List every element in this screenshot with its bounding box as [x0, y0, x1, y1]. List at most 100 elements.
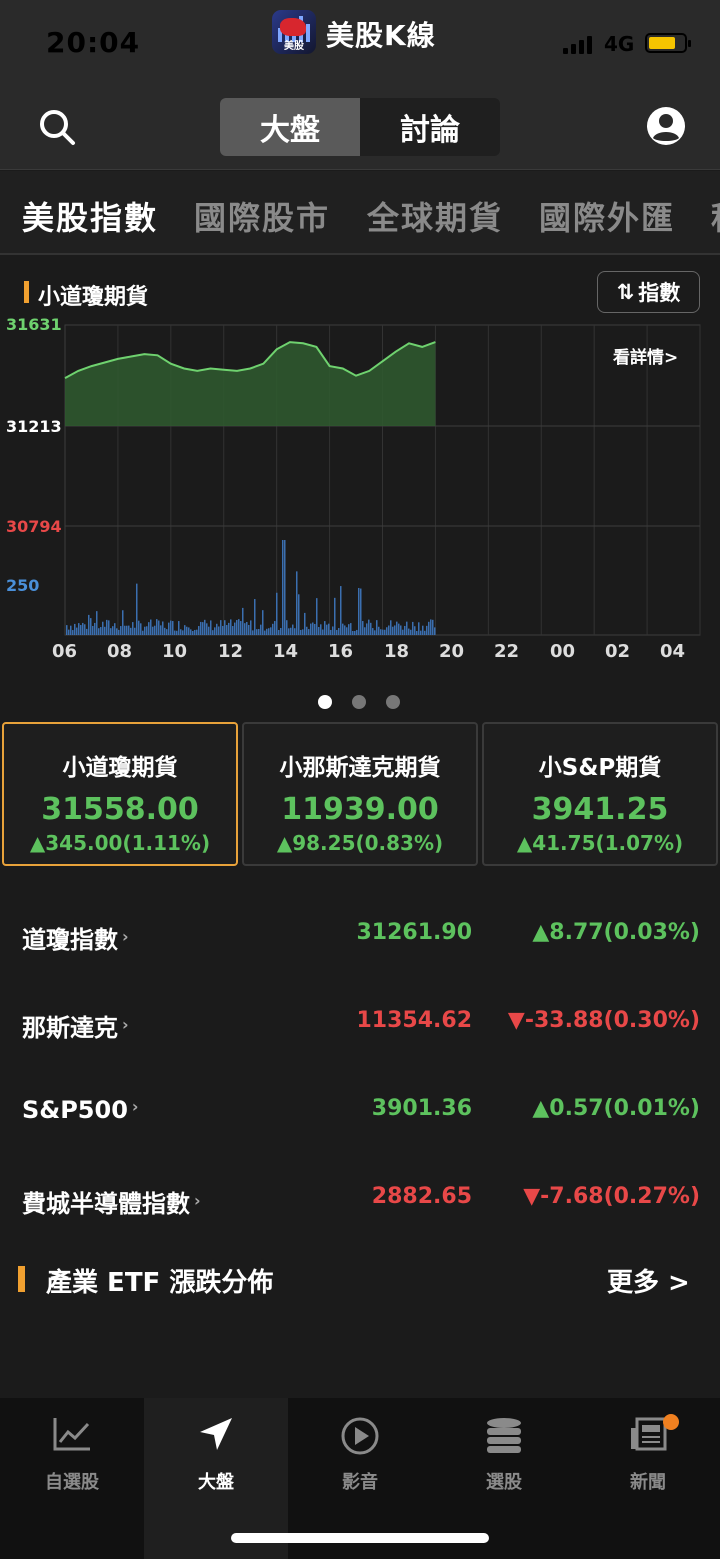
volume-bar [288, 628, 290, 635]
list-item[interactable]: 那斯達克 › 11354.62 ▼-33.88(0.30%) [0, 976, 720, 1064]
card-price: 31558.00 [41, 792, 199, 827]
switch-index-button[interactable]: ⇅ 指數 [597, 271, 700, 313]
page-dot[interactable] [318, 695, 332, 709]
volume-bar [160, 625, 162, 635]
volume-bar [188, 627, 190, 635]
volume-bar [300, 629, 302, 635]
futures-card-dow[interactable]: 小道瓊期貨 31558.00 ▲345.00(1.11%) [2, 722, 238, 866]
volume-bar [268, 628, 270, 635]
volume-bar [400, 625, 402, 635]
card-change: ▲41.75(1.07%) [516, 831, 684, 855]
swap-icon: ⇅ [616, 280, 635, 304]
price-area [65, 342, 436, 426]
volume-bar [68, 629, 70, 635]
volume-bar [146, 626, 148, 635]
futures-card-sp[interactable]: 小S&P期貨 3941.25 ▲41.75(1.07%) [482, 722, 718, 866]
volume-bar [278, 629, 280, 635]
volume-bar [90, 618, 92, 635]
chevron-right-icon: › [122, 927, 129, 946]
volume-bar [410, 629, 412, 635]
volume-bar [290, 627, 292, 635]
volume-bar [130, 627, 132, 635]
nav-label: 大盤 [198, 1472, 234, 1493]
index-change: ▼-33.88(0.30%) [507, 1008, 700, 1033]
index-value: 31261.90 [356, 920, 472, 945]
volume-bar [326, 624, 328, 635]
volume-bar [244, 623, 246, 635]
nav-watchlist[interactable]: 自選股 [0, 1398, 144, 1559]
category-tabs: 美股指數 國際股市 全球期貨 國際外匯 程 [0, 171, 720, 255]
volume-bar [312, 622, 314, 635]
view-details-link[interactable]: 看詳情> [613, 348, 679, 368]
volume-bar [118, 629, 120, 635]
etf-section-title: 產業 ETF 漲跌分佈 [18, 1262, 273, 1299]
volume-bar [258, 628, 260, 635]
volume-bar [344, 625, 346, 635]
top-header: 大盤 討論 [0, 80, 720, 170]
volume-bar [358, 587, 360, 635]
volume-bar [342, 623, 344, 635]
card-name: 小那斯達克期貨 [279, 755, 441, 781]
page-indicator [318, 695, 400, 709]
intraday-chart[interactable] [0, 313, 720, 643]
volume-bar [412, 621, 414, 635]
volume-bar [212, 630, 214, 635]
card-name: 小道瓊期貨 [62, 755, 178, 781]
volume-bar [316, 598, 318, 635]
x-tick-label: 00 [550, 641, 576, 662]
tab-global-futures[interactable]: 全球期貨 [367, 199, 504, 237]
volume-bar [234, 622, 236, 635]
segment-discussion[interactable]: 討論 [400, 113, 460, 148]
list-item[interactable]: S&P500 › 3901.36 ▲0.57(0.01%) [0, 1064, 720, 1152]
volume-bar [432, 619, 434, 635]
volume-bar [378, 626, 380, 635]
x-tick-label: 10 [162, 641, 188, 662]
nav-news[interactable]: 新聞 [576, 1398, 720, 1559]
volume-bar [418, 622, 420, 635]
search-icon[interactable] [38, 108, 76, 146]
volume-bar [374, 630, 376, 635]
index-value: 11354.62 [356, 1008, 472, 1033]
database-stack-icon [487, 1418, 521, 1453]
volume-bar [204, 619, 206, 635]
volume-bar [282, 540, 284, 635]
volume-bar [322, 629, 324, 635]
volume-bar [256, 629, 258, 635]
segment-market[interactable]: 大盤 [220, 98, 360, 156]
tab-more-partial[interactable]: 程 [711, 193, 720, 239]
battery-icon [645, 33, 691, 53]
chevron-right-icon: › [194, 1191, 201, 1210]
tab-forex[interactable]: 國際外匯 [539, 199, 676, 237]
volume-bar [366, 623, 368, 635]
volume-bar [380, 629, 382, 635]
page-dot[interactable] [352, 695, 366, 709]
volume-bar [272, 623, 274, 635]
volume-bar [354, 630, 356, 635]
page-dot[interactable] [386, 695, 400, 709]
card-price: 11939.00 [281, 792, 439, 827]
index-change: ▲0.57(0.01%) [532, 1096, 700, 1121]
futures-card-nasdaq[interactable]: 小那斯達克期貨 11939.00 ▲98.25(0.83%) [242, 722, 478, 866]
list-item[interactable]: 道瓊指數 › 31261.90 ▲8.77(0.03%) [0, 888, 720, 976]
etf-more-link[interactable]: 更多 > [607, 1268, 690, 1298]
status-bar: 20:04 美股 美股K線 4G [0, 0, 720, 80]
volume-bar [70, 625, 72, 635]
nav-market[interactable]: 大盤 [144, 1398, 288, 1559]
tab-us-indices[interactable]: 美股指數 [22, 199, 159, 237]
volume-bar [94, 622, 96, 635]
nav-video[interactable]: 影音 [288, 1398, 432, 1559]
volume-bar [242, 607, 244, 635]
volume-bar [304, 612, 306, 635]
nav-stock-picker[interactable]: 選股 [432, 1398, 576, 1559]
volume-bar [136, 583, 138, 635]
card-change: ▲345.00(1.11%) [29, 831, 211, 855]
volume-bar [168, 622, 170, 635]
app-logo-icon: 美股 [272, 10, 316, 54]
user-icon[interactable] [646, 106, 686, 146]
tab-international-stocks[interactable]: 國際股市 [194, 199, 331, 237]
trend-chart-icon [53, 1418, 90, 1451]
list-item[interactable]: 費城半導體指數 › 2882.65 ▼-7.68(0.27%) [0, 1152, 720, 1240]
market-segment-control: 大盤 討論 [220, 98, 500, 156]
volume-bar [298, 594, 300, 635]
volume-bar [238, 619, 240, 635]
